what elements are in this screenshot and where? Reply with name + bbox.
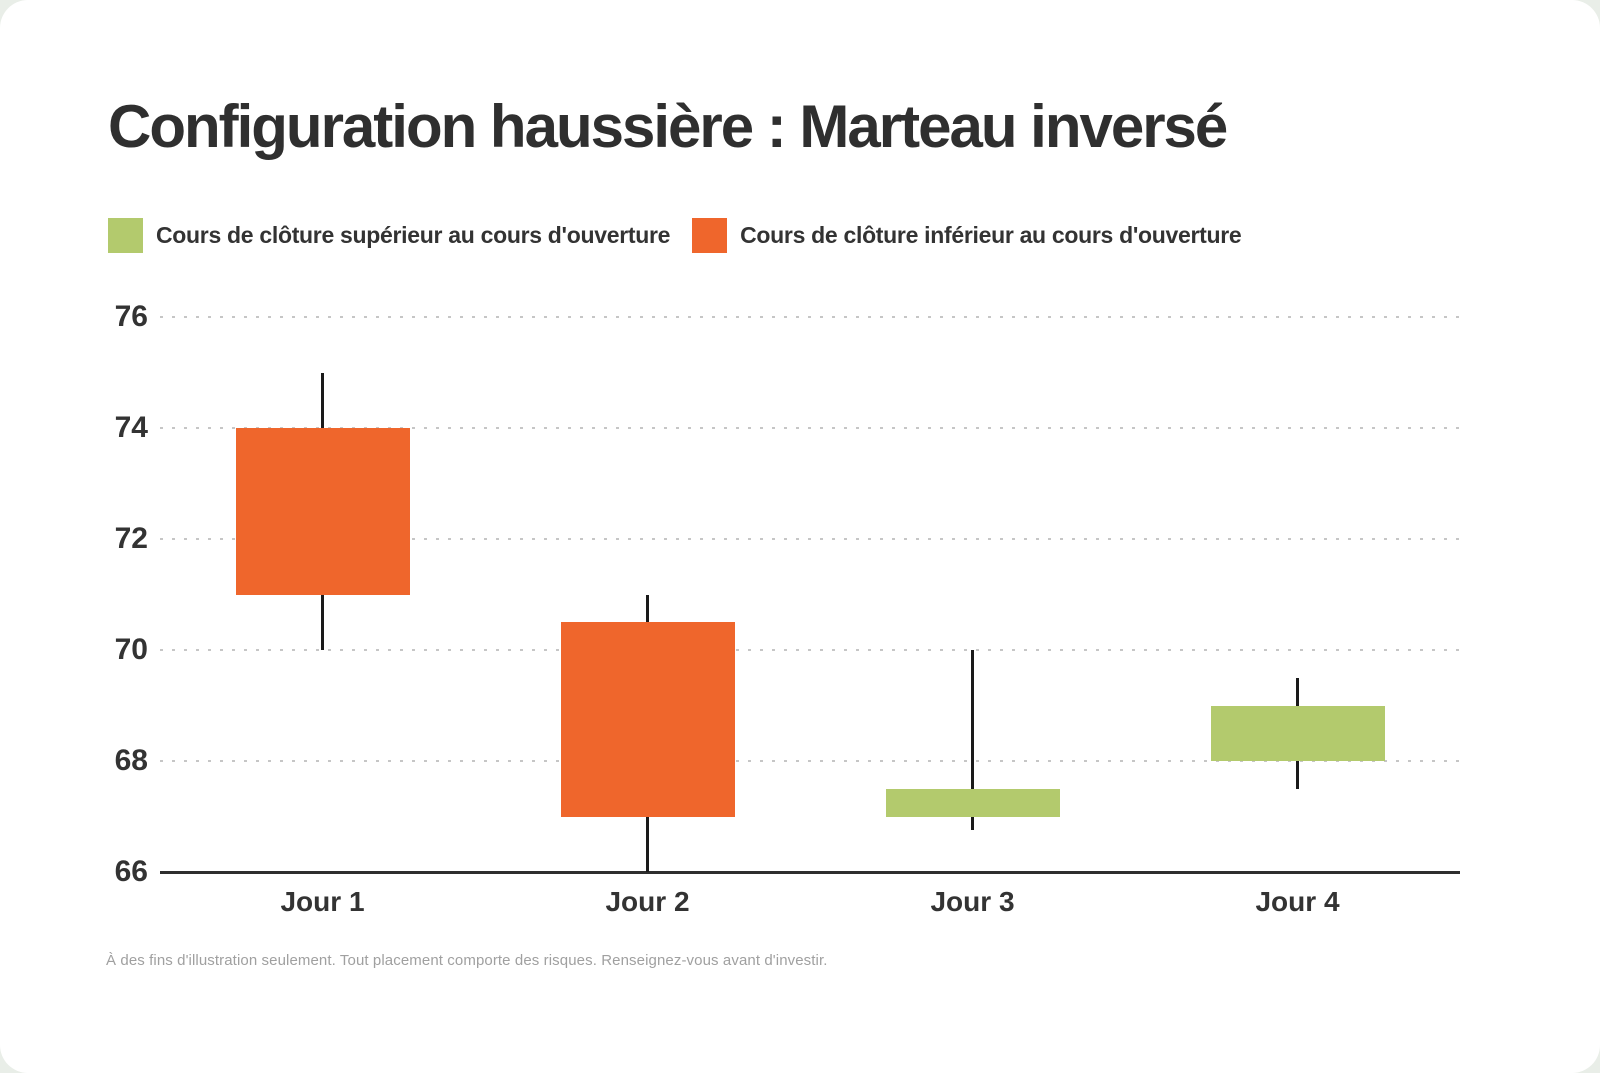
- x-axis-label-4: Jour 4: [1255, 886, 1340, 917]
- candle-body-4: [1210, 705, 1385, 761]
- gridline-74: [160, 427, 1460, 429]
- candle-body-1: [235, 428, 410, 595]
- legend: Cours de clôture supérieur au cours d'ou…: [108, 218, 1242, 253]
- candle-body-2: [560, 622, 735, 817]
- y-tick-label-70: 70: [114, 633, 148, 666]
- y-tick-label-74: 74: [114, 411, 148, 444]
- page-title: Configuration haussière : Marteau invers…: [108, 93, 1228, 160]
- y-tick-label-66: 66: [114, 855, 148, 888]
- y-tick-label-76: 76: [114, 300, 148, 333]
- candle-wick-3: [971, 650, 974, 831]
- x-axis-label-1: Jour 1: [280, 886, 365, 917]
- legend-item-close-below-open: Cours de clôture inférieur au cours d'ou…: [692, 218, 1242, 253]
- green-swatch-icon: [108, 218, 143, 253]
- x-axis-label-3: Jour 3: [930, 886, 1015, 917]
- disclaimer-footnote: À des fins d'illustration seulement. Tou…: [106, 952, 828, 969]
- legend-item-close-above-open: Cours de clôture supérieur au cours d'ou…: [108, 218, 670, 253]
- candle-body-3: [885, 788, 1060, 817]
- gridline-76: [160, 316, 1460, 318]
- x-axis-line: [160, 870, 1460, 874]
- y-tick-label-68: 68: [114, 744, 148, 777]
- gridline-72: [160, 538, 1460, 540]
- x-axis-label-2: Jour 2: [605, 886, 690, 917]
- orange-swatch-icon: [692, 218, 728, 253]
- gridline-68: [160, 760, 1460, 762]
- y-tick-label-72: 72: [114, 522, 148, 555]
- legend-label: Cours de clôture supérieur au cours d'ou…: [156, 222, 671, 248]
- gridline-70: [160, 649, 1460, 651]
- legend-label: Cours de clôture inférieur au cours d'ou…: [740, 222, 1242, 248]
